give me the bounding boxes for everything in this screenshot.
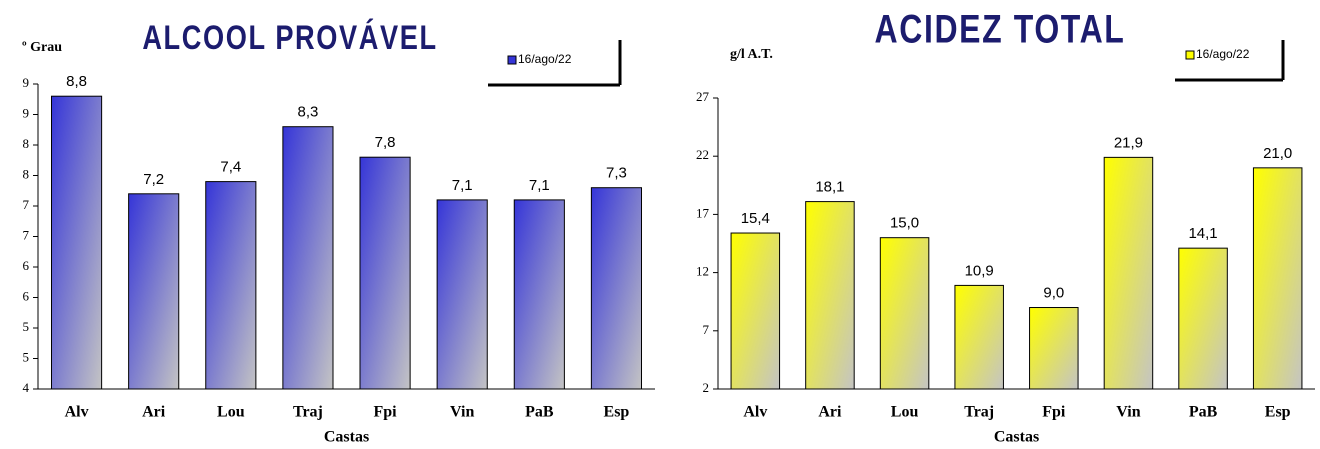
legend-marker <box>507 55 517 65</box>
y-tick-label: 7 <box>703 322 710 337</box>
x-tick-label: Ari <box>142 404 166 421</box>
x-tick-label: Esp <box>604 404 630 421</box>
y-tick-label: 12 <box>696 264 709 279</box>
x-tick-label: Vin <box>1116 404 1140 421</box>
y-tick-label: 6 <box>23 258 30 273</box>
value-label: 7,1 <box>452 177 473 194</box>
x-tick-label: Lou <box>217 404 245 421</box>
bar <box>205 181 257 390</box>
x-tick-label: Fpi <box>1042 404 1066 421</box>
y-tick-label: 8 <box>23 166 30 181</box>
y-tick-label: 9 <box>23 75 30 90</box>
value-label: 7,3 <box>606 165 627 182</box>
legend-marker <box>1185 50 1195 60</box>
value-label: 7,8 <box>375 134 396 151</box>
value-label: 9,0 <box>1043 284 1064 301</box>
bar <box>590 187 643 390</box>
x-tick-label: Vin <box>450 404 474 421</box>
chart-title: ALCOOL PROVÁVEL <box>142 18 437 57</box>
x-tick-label: Esp <box>1265 404 1291 421</box>
value-label: 15,4 <box>741 210 770 227</box>
value-label: 7,4 <box>220 159 241 176</box>
y-tick-label: 7 <box>23 227 30 242</box>
x-axis-label: Castas <box>994 429 1039 446</box>
bar <box>359 156 411 390</box>
bar <box>730 232 781 390</box>
value-label: 15,0 <box>890 215 919 232</box>
x-tick-label: Traj <box>293 404 323 421</box>
value-label: 8,8 <box>66 73 87 90</box>
x-tick-label: Alv <box>743 404 767 421</box>
legend-label: 16/ago/22 <box>1196 47 1250 61</box>
x-tick-label: Ari <box>818 404 842 421</box>
y-tick-label: 6 <box>23 288 30 303</box>
value-label: 14,1 <box>1188 225 1217 242</box>
bar <box>805 201 855 390</box>
y-axis-label: g/l A.T. <box>730 47 773 62</box>
bar <box>513 199 565 390</box>
y-axis-label: º Grau <box>22 40 62 55</box>
value-label: 8,3 <box>298 104 319 121</box>
x-tick-label: PaB <box>1189 404 1218 421</box>
x-tick-label: PaB <box>525 404 554 421</box>
bar <box>954 284 1004 390</box>
y-tick-label: 8 <box>23 136 30 151</box>
value-label: 7,2 <box>143 171 164 188</box>
y-tick-label: 9 <box>23 105 30 120</box>
bar <box>436 199 488 390</box>
value-label: 18,1 <box>815 179 844 196</box>
y-tick-label: 27 <box>696 89 710 104</box>
value-label: 21,0 <box>1263 145 1292 162</box>
x-tick-label: Fpi <box>374 404 398 421</box>
x-axis-label: Castas <box>324 429 369 446</box>
x-tick-label: Alv <box>65 404 89 421</box>
x-tick-label: Lou <box>891 404 919 421</box>
y-tick-label: 2 <box>703 380 710 395</box>
bar <box>1103 156 1154 390</box>
y-tick-label: 17 <box>696 205 710 220</box>
bar <box>128 193 180 390</box>
bar <box>1178 247 1228 390</box>
bar <box>50 95 103 390</box>
x-tick-label: Traj <box>964 404 994 421</box>
y-tick-label: 4 <box>23 380 30 395</box>
bar <box>282 126 334 390</box>
value-label: 21,9 <box>1114 134 1143 151</box>
y-tick-label: 5 <box>23 319 30 334</box>
value-label: 10,9 <box>965 262 994 279</box>
bar <box>1029 307 1079 390</box>
bar <box>879 237 930 390</box>
value-label: 7,1 <box>529 177 550 194</box>
y-tick-label: 22 <box>696 147 709 162</box>
bar <box>1252 167 1303 390</box>
y-tick-label: 7 <box>23 197 30 212</box>
y-tick-label: 5 <box>23 349 30 364</box>
legend-label: 16/ago/22 <box>518 52 572 66</box>
chart-title: ACIDEZ TOTAL <box>875 6 1126 51</box>
